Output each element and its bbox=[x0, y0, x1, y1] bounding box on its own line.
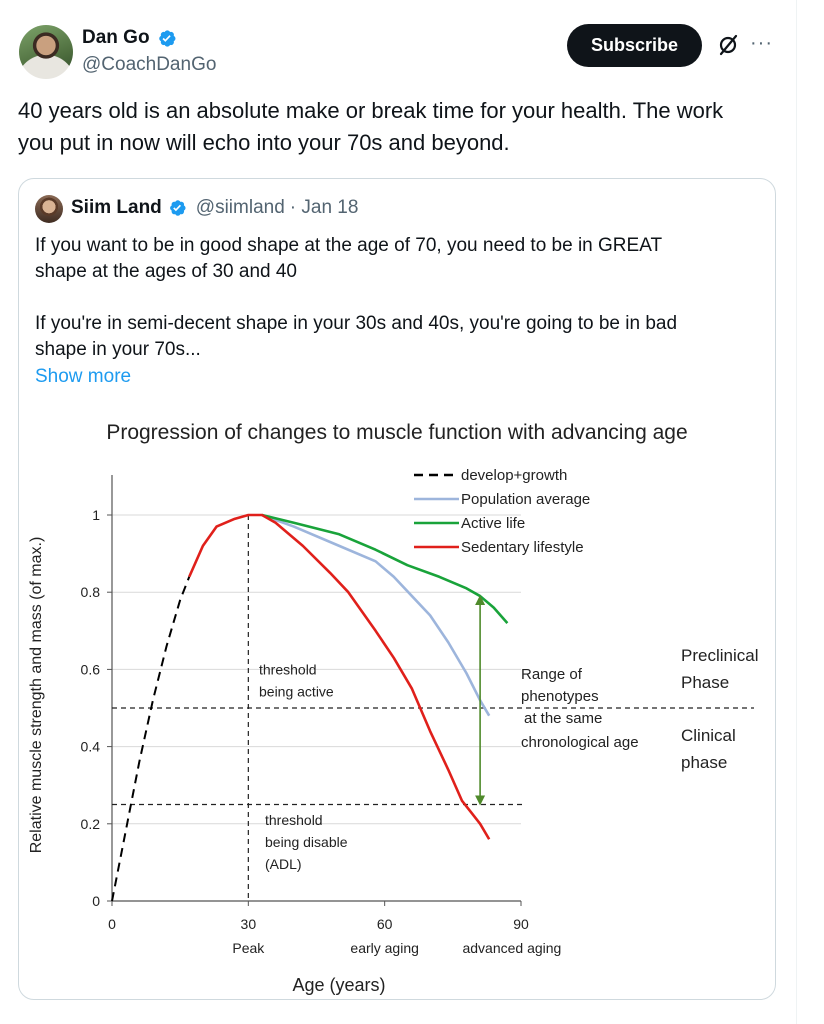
legend-label: Active life bbox=[461, 515, 525, 532]
slashed-circle-icon[interactable] bbox=[716, 33, 740, 57]
range-arrow-head-top bbox=[475, 595, 486, 606]
verified-badge-icon bbox=[158, 29, 176, 47]
quoted-tweet-card[interactable]: Siim Land @siimland · Jan 18 If you want… bbox=[18, 178, 776, 1000]
quote-text: If you want to be in good shape at the a… bbox=[35, 233, 755, 363]
subscribe-button[interactable]: Subscribe bbox=[567, 24, 702, 67]
range-arrow-head-bottom bbox=[475, 795, 486, 806]
series-line-sedentary-lifestyle bbox=[188, 513, 491, 840]
quote-author-avatar[interactable] bbox=[35, 195, 63, 223]
range-annotation: Range of bbox=[521, 666, 583, 683]
y-tick-label: 0 bbox=[92, 893, 100, 909]
quote-author-handle[interactable]: @siimland bbox=[195, 197, 285, 218]
author-handle[interactable]: @CoachDanGo bbox=[82, 54, 217, 75]
y-tick-label: 1 bbox=[92, 507, 100, 523]
y-tick-label: 0.4 bbox=[81, 739, 101, 755]
x-phase-label: advanced aging bbox=[462, 940, 561, 956]
x-tick-label: 0 bbox=[108, 916, 116, 932]
column-divider bbox=[796, 0, 797, 1024]
quote-text-line: If you want to be in good shape at the a… bbox=[35, 235, 663, 256]
range-annotation: phenotypes bbox=[521, 688, 599, 705]
y-tick-label: 0.2 bbox=[81, 816, 101, 832]
author-name[interactable]: Dan Go bbox=[82, 27, 150, 48]
series-line-develop-growth bbox=[111, 576, 191, 902]
quote-text-line: shape at the ages of 30 and 40 bbox=[35, 261, 297, 282]
legend-label: Sedentary lifestyle bbox=[461, 539, 584, 556]
y-tick-label: 0.8 bbox=[81, 584, 101, 600]
tweet-text-line: you put in now will echo into your 70s a… bbox=[18, 130, 510, 155]
range-annotation: at the same bbox=[524, 710, 602, 727]
phase-label: Phase bbox=[681, 673, 729, 692]
author-avatar[interactable] bbox=[19, 25, 73, 79]
phase-label: Preclinical bbox=[681, 646, 758, 665]
series-line-population-average bbox=[261, 513, 491, 717]
x-phase-label: early aging bbox=[350, 940, 419, 956]
x-tick-label: 30 bbox=[241, 916, 257, 932]
threshold-label: threshold bbox=[265, 812, 323, 828]
tweet-text: 40 years old is an absolute make or brea… bbox=[18, 95, 788, 159]
show-more-link[interactable]: Show more bbox=[35, 366, 132, 387]
phase-label: phase bbox=[681, 753, 727, 772]
quote-author-name[interactable]: Siim Land bbox=[71, 197, 162, 218]
quote-text-line: If you're in semi-decent shape in your 3… bbox=[35, 313, 678, 334]
x-phase-label: Peak bbox=[232, 940, 265, 956]
threshold-label: threshold bbox=[259, 661, 317, 677]
series-line-active-life bbox=[261, 513, 509, 624]
quote-date[interactable]: · Jan 18 bbox=[289, 197, 359, 218]
x-tick-label: 60 bbox=[377, 916, 393, 932]
chart-title: Progression of changes to muscle functio… bbox=[106, 421, 687, 444]
phase-label: Clinical bbox=[681, 726, 736, 745]
tweet-text-line: 40 years old is an absolute make or brea… bbox=[18, 98, 724, 123]
muscle-function-chart: Progression of changes to muscle functio… bbox=[28, 421, 758, 995]
verified-badge-icon bbox=[169, 200, 186, 216]
threshold-label: being disable bbox=[265, 834, 348, 850]
x-tick-label: 90 bbox=[513, 916, 529, 932]
author-name-row: Dan Go bbox=[82, 27, 177, 49]
threshold-label: (ADL) bbox=[265, 856, 302, 872]
range-annotation: chronological age bbox=[521, 734, 639, 751]
quote-header: Siim Land @siimland · Jan 18 bbox=[71, 197, 358, 219]
ellipsis-icon[interactable]: ··· bbox=[750, 32, 773, 54]
x-axis-label: Age (years) bbox=[292, 975, 385, 995]
y-axis-label: Relative muscle strength and mass (of ma… bbox=[28, 537, 45, 854]
legend-label: Population average bbox=[461, 491, 590, 508]
y-tick-label: 0.6 bbox=[81, 661, 101, 677]
quote-text-line: shape in your 70s... bbox=[35, 339, 201, 360]
legend-label: develop+growth bbox=[461, 467, 567, 484]
threshold-label: being active bbox=[259, 683, 334, 699]
